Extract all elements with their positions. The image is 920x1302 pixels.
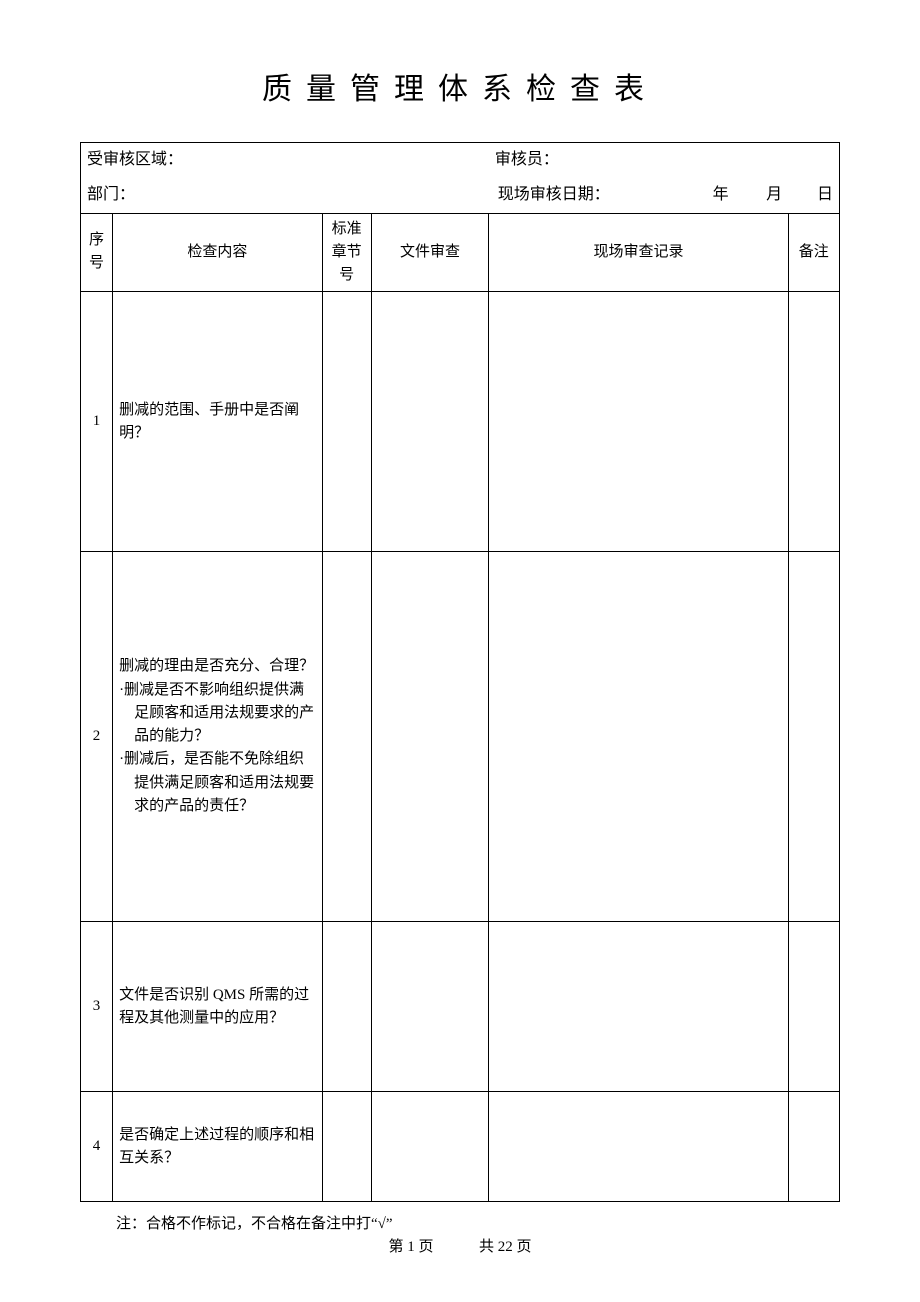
row-content-line: ·删减是否不影响组织提供满足顾客和适用法规要求的产品的能力？ (119, 679, 316, 749)
row-doc-review (371, 922, 489, 1092)
day-unit: 日 (788, 178, 839, 213)
row-content: 删减的理由是否充分、合理？ ·删减是否不影响组织提供满足顾客和适用法规要求的产品… (113, 552, 323, 922)
col-std: 标准章节号 (322, 213, 371, 292)
auditor-label: 审核员： (489, 143, 840, 178)
row-note (788, 1092, 839, 1202)
row-content: 是否确定上述过程的顺序和相互关系？ (113, 1092, 323, 1202)
row-content-line: 文件是否识别 QMS 所需的过程及其他测量中的应用？ (119, 987, 309, 1026)
row-note (788, 552, 839, 922)
pager-page: 1 (407, 1239, 415, 1255)
pager-mid: 页 (418, 1239, 433, 1255)
pager-total-prefix: 共 (479, 1239, 494, 1255)
row-doc-review (371, 552, 489, 922)
col-note: 备注 (788, 213, 839, 292)
pager-prefix: 第 (388, 1239, 403, 1255)
row-site-record (489, 1092, 788, 1202)
area-label: 受审核区域： (81, 143, 489, 178)
row-site-record (489, 552, 788, 922)
month-unit: 月 (735, 178, 788, 213)
row-content: 文件是否识别 QMS 所需的过程及其他测量中的应用？ (113, 922, 323, 1092)
info-row-1: 受审核区域： 审核员： (81, 143, 840, 178)
pager-total: 22 (498, 1239, 513, 1255)
row-content-line: ·删减后，是否能不免除组织提供满足顾客和适用法规要求的产品的责任？ (119, 748, 316, 818)
table-row: 3 文件是否识别 QMS 所需的过程及其他测量中的应用？ (81, 922, 840, 1092)
table-row: 2 删减的理由是否充分、合理？ ·删减是否不影响组织提供满足顾客和适用法规要求的… (81, 552, 840, 922)
year-unit: 年 (612, 178, 735, 213)
row-seq: 3 (81, 922, 113, 1092)
row-std (322, 922, 371, 1092)
col-site-record: 现场审查记录 (489, 213, 788, 292)
page-indicator: 第 1 页 共 22 页 (0, 1235, 920, 1256)
checklist-table: 受审核区域： 审核员： 部门： 现场审核日期： 年 月 日 序号 检查内容 标准… (80, 142, 840, 1202)
col-doc-review: 文件审查 (371, 213, 489, 292)
col-seq: 序号 (81, 213, 113, 292)
row-note (788, 922, 839, 1092)
dept-label: 部门： (81, 178, 431, 213)
row-site-record (489, 922, 788, 1092)
info-row-2: 部门： 现场审核日期： 年 月 日 (81, 178, 840, 213)
row-content-line: 是否确定上述过程的顺序和相互关系？ (119, 1127, 314, 1166)
date-label: 现场审核日期： (430, 178, 612, 213)
row-doc-review (371, 1092, 489, 1202)
table-row: 4 是否确定上述过程的顺序和相互关系？ (81, 1092, 840, 1202)
row-content: 删减的范围、手册中是否阐明？ (113, 292, 323, 552)
row-std (322, 1092, 371, 1202)
pager-suffix: 页 (517, 1239, 532, 1255)
table-header-row: 序号 检查内容 标准章节号 文件审查 现场审查记录 备注 (81, 213, 840, 292)
col-content: 检查内容 (113, 213, 323, 292)
row-seq: 1 (81, 292, 113, 552)
row-seq: 2 (81, 552, 113, 922)
row-content-line: 删减的理由是否充分、合理？ (119, 655, 316, 678)
table-row: 1 删减的范围、手册中是否阐明？ (81, 292, 840, 552)
row-note (788, 292, 839, 552)
row-content-line: 删减的范围、手册中是否阐明？ (119, 402, 299, 441)
page-title: 质量管理体系检查表 (80, 64, 840, 108)
row-seq: 4 (81, 1092, 113, 1202)
page: 质量管理体系检查表 受审核区域： 审核员： 部门： 现场审核日期： 年 月 日 … (0, 0, 920, 1302)
row-std (322, 292, 371, 552)
row-doc-review (371, 292, 489, 552)
row-site-record (489, 292, 788, 552)
row-std (322, 552, 371, 922)
footnote: 注：合格不作标记，不合格在备注中打“√” (116, 1212, 840, 1233)
